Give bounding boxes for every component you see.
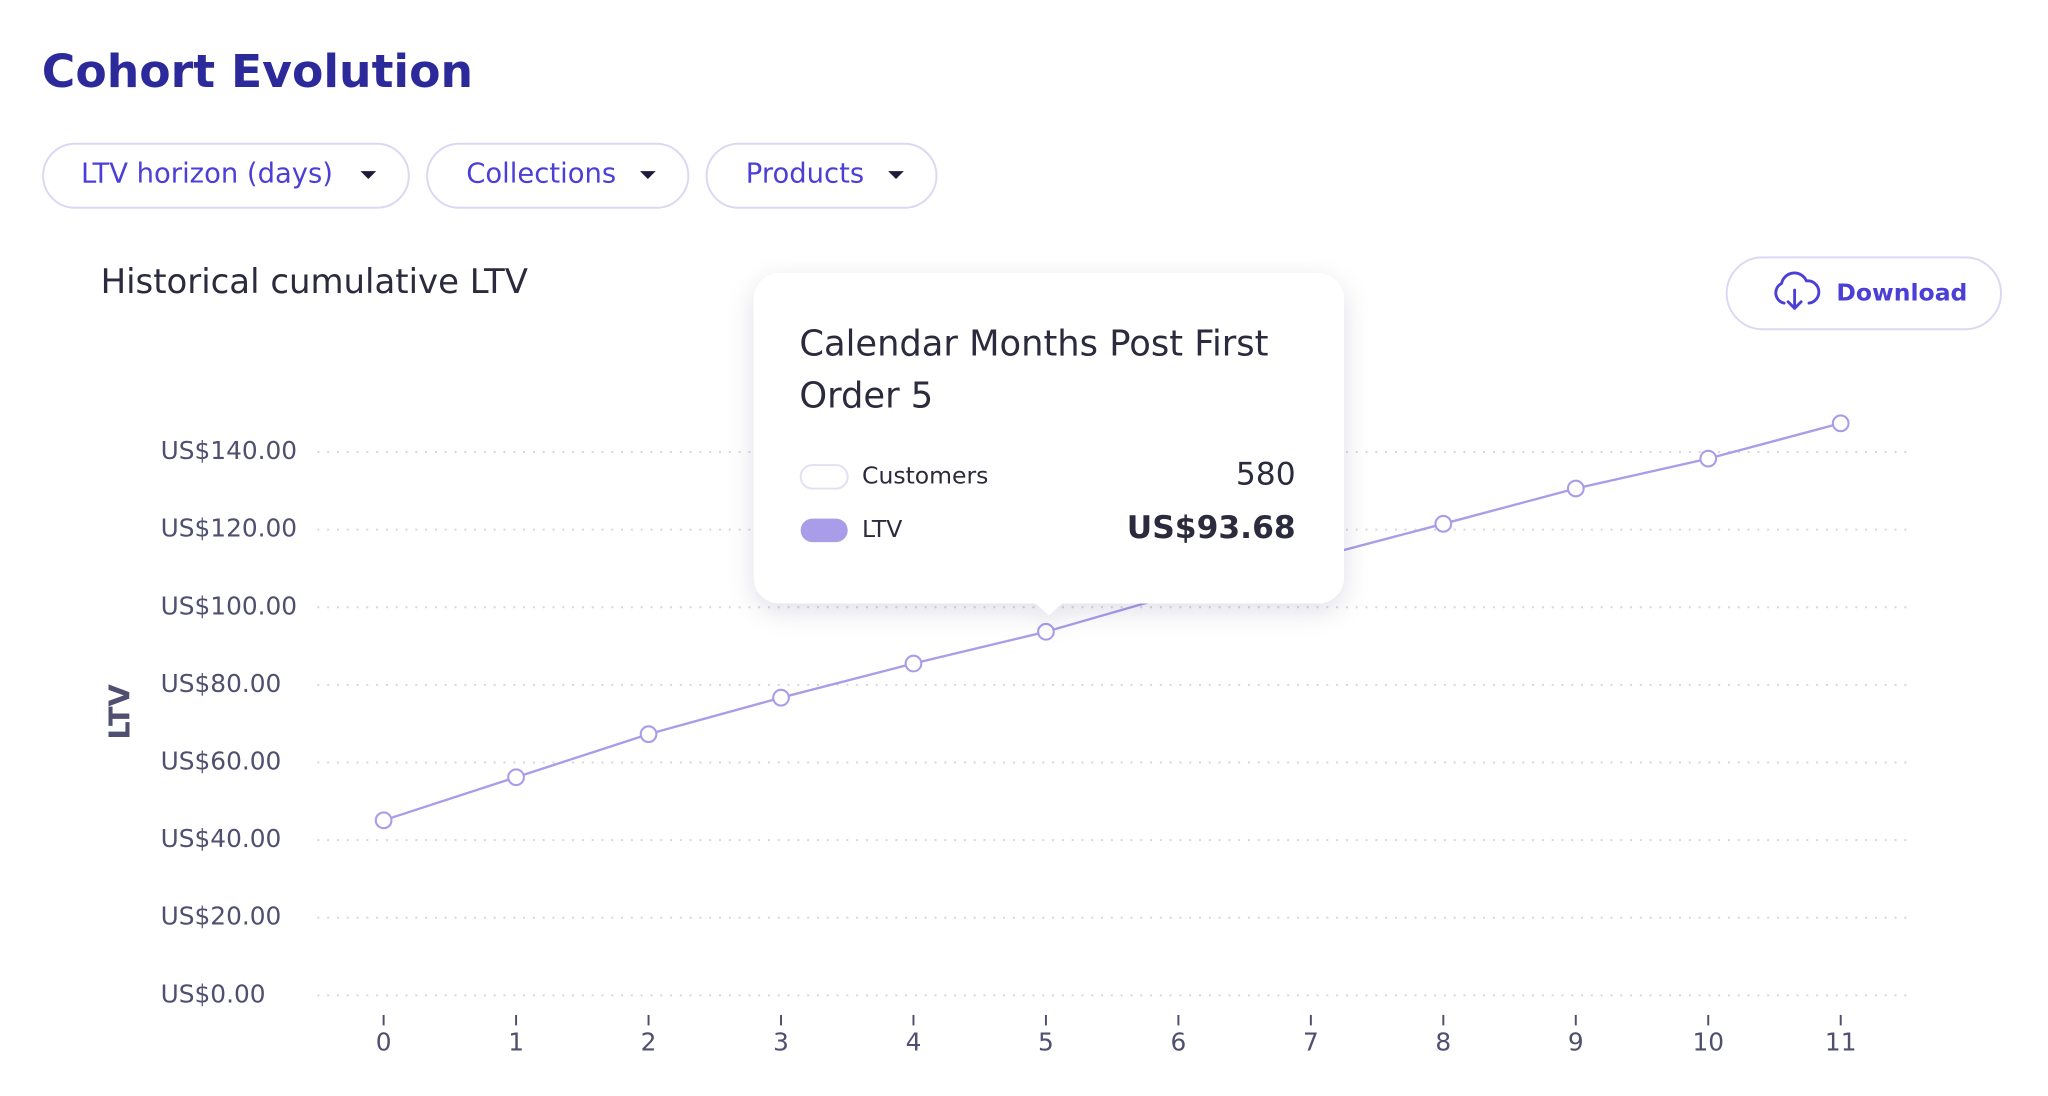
dropdown-caret: [888, 171, 904, 180]
y-tick-label: US$80.00: [161, 669, 282, 698]
dropdown-caret: [640, 171, 656, 180]
tooltip-row-label: Customers: [862, 461, 988, 489]
dropdown-caret: [360, 171, 377, 180]
data-point: [1037, 622, 1055, 641]
chart-title: Historical cumulative LTV: [101, 262, 528, 302]
y-tick-label: US$140.00: [161, 436, 297, 465]
download-icon: [1774, 271, 1821, 310]
data-point: [904, 654, 923, 673]
tooltip-row-value: 580: [1236, 457, 1296, 493]
data-point: [374, 811, 393, 830]
x-tick-label: 8: [1435, 1028, 1451, 1057]
filter-button[interactable]: [42, 142, 410, 209]
y-tick-label: US$40.00: [161, 824, 282, 853]
y-tick-label: US$100.00: [161, 591, 297, 620]
download-button[interactable]: [1725, 256, 2002, 331]
y-tick-label: US$0.00: [161, 979, 266, 1008]
x-tick-label: 2: [641, 1028, 657, 1057]
data-point: [772, 688, 790, 707]
y-tick-label: US$20.00: [161, 902, 282, 931]
y-tick-label: US$120.00: [161, 514, 297, 543]
data-point: [1699, 449, 1718, 468]
tooltip-swatch: [800, 518, 848, 543]
filter-button[interactable]: [705, 142, 938, 209]
x-tick-label: 11: [1825, 1028, 1857, 1057]
x-tick-label: 7: [1303, 1028, 1319, 1057]
filter-label: Collections: [466, 159, 616, 190]
filter-label: LTV horizon (days): [81, 159, 333, 190]
y-axis-label: LTV: [102, 683, 136, 739]
plot: US$0.00 US$20.00 US$40.00 US$60.00 US$80.00 U…: [161, 414, 1907, 1057]
data-point: [1831, 414, 1850, 433]
data-point: [507, 768, 525, 787]
tooltip-row-value: US$93.68: [1127, 510, 1296, 546]
tooltip-row-label: LTV: [862, 515, 902, 543]
x-tick-label: 3: [773, 1028, 789, 1057]
filter-label: Products: [746, 159, 864, 190]
tooltip-title-box: Calendar Months Post First Order 5: [799, 324, 1269, 417]
x-tick-label: 10: [1692, 1028, 1724, 1057]
data-point: [1434, 514, 1453, 533]
tooltip-title: Calendar Months Post First Order 5: [799, 324, 1269, 417]
download-label: Download: [1836, 278, 1967, 306]
page-title: Cohort Evolution: [42, 45, 473, 98]
x-tick-label: 6: [1171, 1028, 1187, 1057]
x-tick-label: 1: [508, 1028, 524, 1057]
data-point: [1566, 479, 1585, 498]
y-tick-label: US$60.00: [161, 746, 282, 775]
x-tick-label: 0: [376, 1028, 392, 1057]
data-point: [639, 725, 658, 744]
tooltip: Calendar Months Post First Order 5 Custo…: [753, 273, 1344, 616]
x-tick-label: 4: [906, 1028, 922, 1057]
filter-button[interactable]: [426, 142, 690, 209]
tooltip-swatch: [799, 464, 849, 490]
x-tick-label: 9: [1568, 1028, 1584, 1057]
tooltip-box: [753, 273, 1344, 616]
x-tick-label: 5: [1038, 1028, 1054, 1057]
series-line: [383, 422, 1842, 822]
